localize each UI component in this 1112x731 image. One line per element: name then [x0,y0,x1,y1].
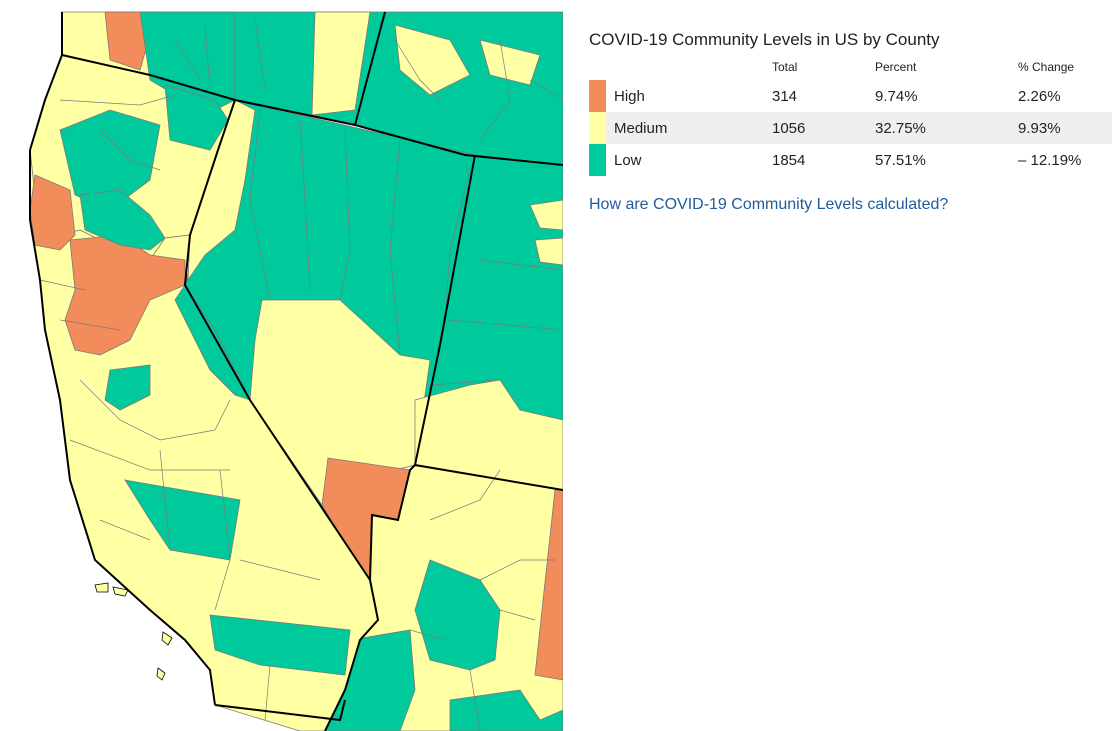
change-value: – 12.19% [1018,151,1082,169]
county-ca-kern-low [124,479,241,561]
region-idaho[interactable] [234,11,563,166]
county-mt-medium [394,24,471,96]
county-ca-sierra-low [174,284,251,401]
percent-value: 32.75% [875,112,1018,144]
county-id-medium [311,11,371,116]
level-label: High [614,87,645,105]
island-3 [161,631,173,646]
table-row-low[interactable]: Low 1854 57.51% – 12.19% [589,144,1112,176]
island-4 [156,667,166,681]
total-value: 1056 [772,112,875,144]
table-header-row: Total Percent % Change [589,60,1112,80]
county-az-low-center [414,559,501,671]
county-lines [39,19,563,731]
region-arizona[interactable] [324,464,563,731]
county-or-ne-low [164,84,229,151]
levels-calculation-link[interactable]: How are COVID-19 Community Levels calcul… [589,196,949,213]
county-or-mid-low [59,109,161,211]
total-value: 1854 [772,151,806,169]
county-map[interactable] [0,0,563,731]
legend-panel: COVID-19 Community Levels in US by Count… [589,30,1112,214]
table-row-medium[interactable]: Medium 1056 32.75% 9.93% [589,112,1112,144]
level-label: Medium [610,112,772,144]
county-ca-south-low [209,614,351,676]
total-value: 314 [772,87,798,105]
percent-value: 57.51% [875,151,926,169]
swatch-cell [589,112,610,144]
level-label: Low [614,151,642,169]
island-2 [112,586,129,597]
map-title: COVID-19 Community Levels in US by Count… [589,30,940,49]
low-swatch [589,144,606,176]
county-ca-bay-high [64,234,186,356]
percent-value: 9.74% [875,87,918,105]
header-percent: Percent [875,60,917,74]
header-total: Total [772,60,798,74]
county-mt-medium-2 [479,39,541,86]
region-utah[interactable] [414,154,563,491]
change-value: 9.93% [1018,112,1112,144]
island-1 [94,582,109,593]
swatch-cell [589,144,610,176]
header-level [589,60,772,80]
region-nevada[interactable] [184,99,476,582]
state-borders [29,11,563,731]
change-value: 2.26% [1018,87,1061,105]
header-change: % Change [1018,60,1075,74]
county-ut-medium-east [529,199,563,231]
county-ca-north-low [79,189,166,251]
county-ca-valley-low [104,364,151,411]
county-ut-medium-east-2 [534,237,563,266]
region-california[interactable] [29,149,379,731]
table-row-high[interactable]: High 314 9.74% 2.26% [589,80,1112,112]
medium-swatch [589,112,606,144]
high-swatch [589,80,606,112]
levels-table: Total Percent % Change High 314 9.74% 2.… [589,60,1112,176]
swatch-cell [589,80,610,112]
